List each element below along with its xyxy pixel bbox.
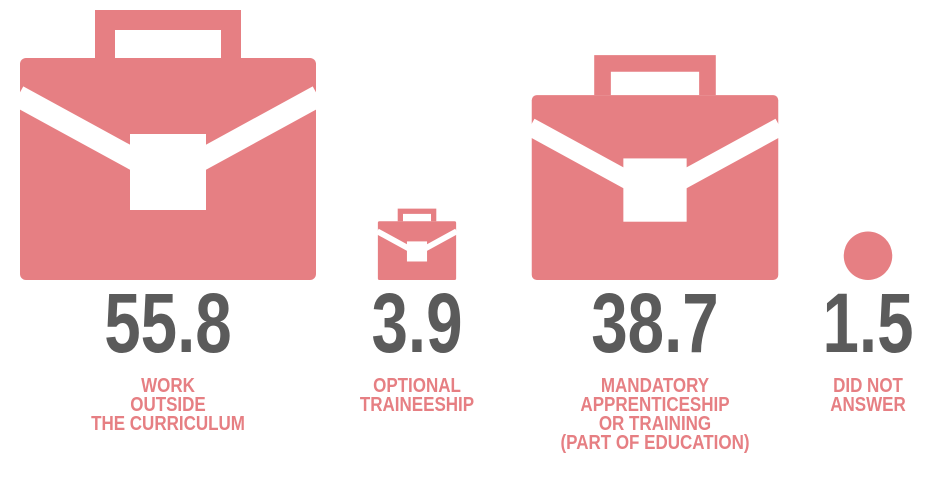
- category-label: WORK OUTSIDE THE CURRICULUM: [91, 374, 245, 435]
- value-label: 55.8: [104, 276, 232, 370]
- briefcase-icon: [375, 208, 459, 280]
- briefcase-clasp: [406, 241, 428, 262]
- briefcase-icon: [525, 55, 785, 281]
- category-line: OPTIONAL: [373, 374, 461, 397]
- briefcase-icon: [12, 10, 324, 280]
- category-line: OR TRAINING: [599, 412, 711, 435]
- category-line: TRAINEESHIP: [360, 393, 474, 416]
- category-line: WORK: [141, 374, 195, 397]
- category-label: DID NOT ANSWER: [830, 374, 906, 416]
- value-label: 3.9: [371, 276, 462, 370]
- category-label: OPTIONAL TRAINEESHIP: [360, 374, 474, 416]
- briefcase-clasp: [130, 134, 206, 210]
- briefcase-clasp: [623, 158, 687, 222]
- category-line: THE CURRICULUM: [91, 412, 245, 435]
- briefcase-handle: [397, 208, 437, 222]
- category-line: DID NOT: [833, 374, 903, 397]
- circle-icon: [843, 231, 893, 280]
- value-label: 1.5: [822, 276, 913, 370]
- category-line: APPRENTICESHIP: [580, 393, 729, 416]
- briefcase-handle: [95, 10, 241, 58]
- value-label: 38.7: [591, 276, 719, 370]
- briefcase-handle: [594, 55, 716, 96]
- category-line: OUTSIDE: [130, 393, 206, 416]
- category-line: MANDATORY: [601, 374, 710, 397]
- category-line: ANSWER: [830, 393, 906, 416]
- category-label: MANDATORY APPRENTICESHIP OR TRAINING (PART …: [560, 374, 749, 454]
- category-line: (PART OF EDUCATION): [560, 431, 749, 454]
